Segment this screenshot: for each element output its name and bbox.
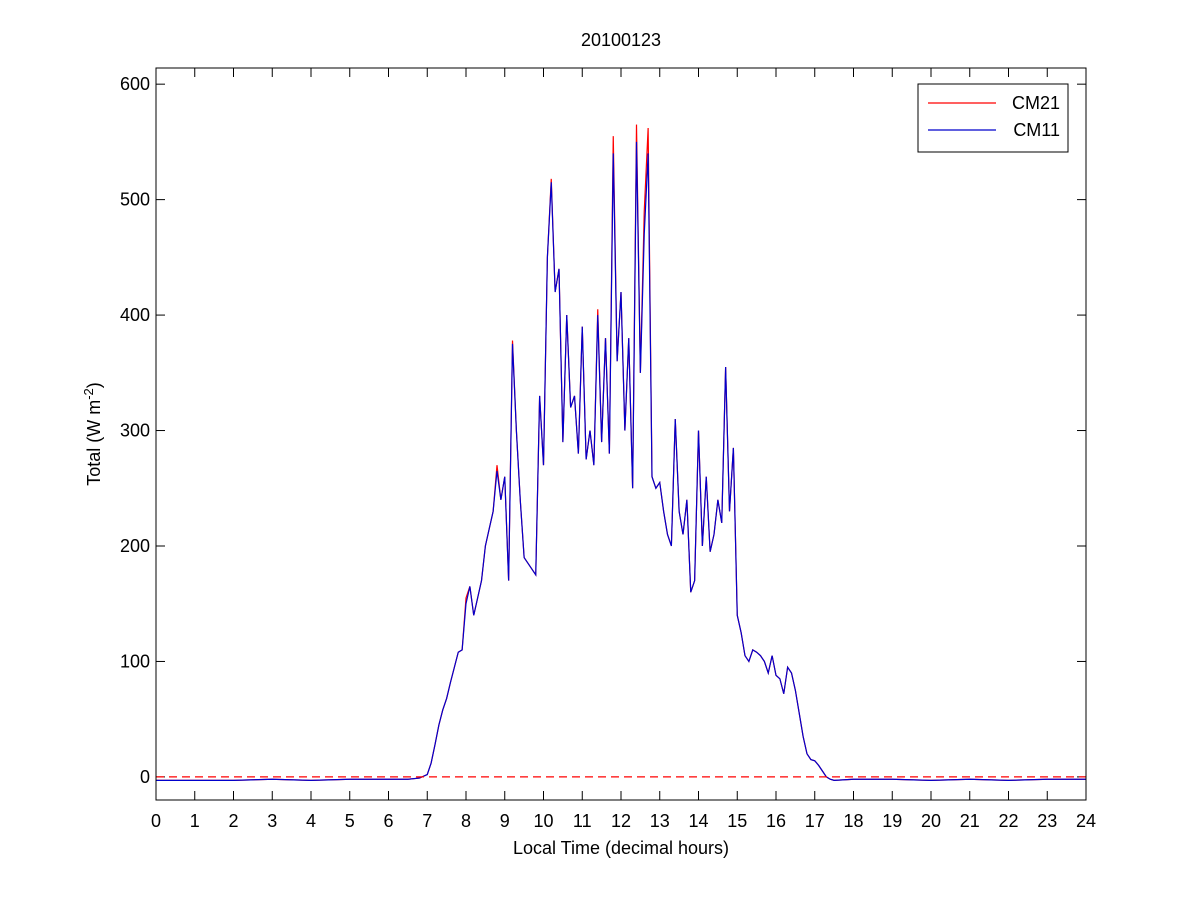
x-tick-label: 12 [611,811,631,831]
y-axis-label-text: Total (W m [84,400,104,486]
chart-title: 20100123 [581,30,661,50]
x-tick-label: 23 [1037,811,1057,831]
x-tick-label: 9 [500,811,510,831]
y-axis-label-superscript: -2 [81,388,96,400]
x-tick-label: 19 [882,811,902,831]
series-line [156,141,1086,781]
x-tick-label: 24 [1076,811,1096,831]
x-tick-label: 18 [843,811,863,831]
legend-box [917,83,1069,153]
x-tick-label: 8 [461,811,471,831]
y-tick-label: 300 [120,421,150,441]
x-tick-label: 13 [650,811,670,831]
y-axis-label-suffix: ) [84,382,104,388]
x-tick-label: 0 [151,811,161,831]
x-tick-label: 2 [228,811,238,831]
x-tick-label: 1 [190,811,200,831]
legend-label: CM21 [1012,93,1060,113]
y-tick-label: 600 [120,74,150,94]
x-tick-label: 14 [688,811,708,831]
x-tick-label: 20 [921,811,941,831]
legend-label: CM11 [1013,120,1060,140]
x-tick-label: 7 [422,811,432,831]
y-tick-label: 400 [120,305,150,325]
y-tick-label: 500 [120,190,150,210]
y-tick-label: 100 [120,651,150,671]
x-tick-label: 6 [383,811,393,831]
x-tick-label: 16 [766,811,786,831]
x-tick-label: 15 [727,811,747,831]
y-tick-label: 200 [120,536,150,556]
x-tick-label: 21 [960,811,980,831]
x-axis-label: Local Time (decimal hours) [513,838,729,858]
x-tick-label: 17 [805,811,825,831]
x-tick-label: 4 [306,811,316,831]
x-tick-label: 10 [533,811,553,831]
x-tick-label: 22 [998,811,1018,831]
x-tick-label: 11 [573,811,592,831]
x-tick-label: 3 [267,811,277,831]
plot-frame [155,67,1087,801]
y-axis-label: Total (W m-2) [81,382,104,486]
y-tick-label: 0 [140,767,150,787]
x-tick-label: 5 [345,811,355,831]
